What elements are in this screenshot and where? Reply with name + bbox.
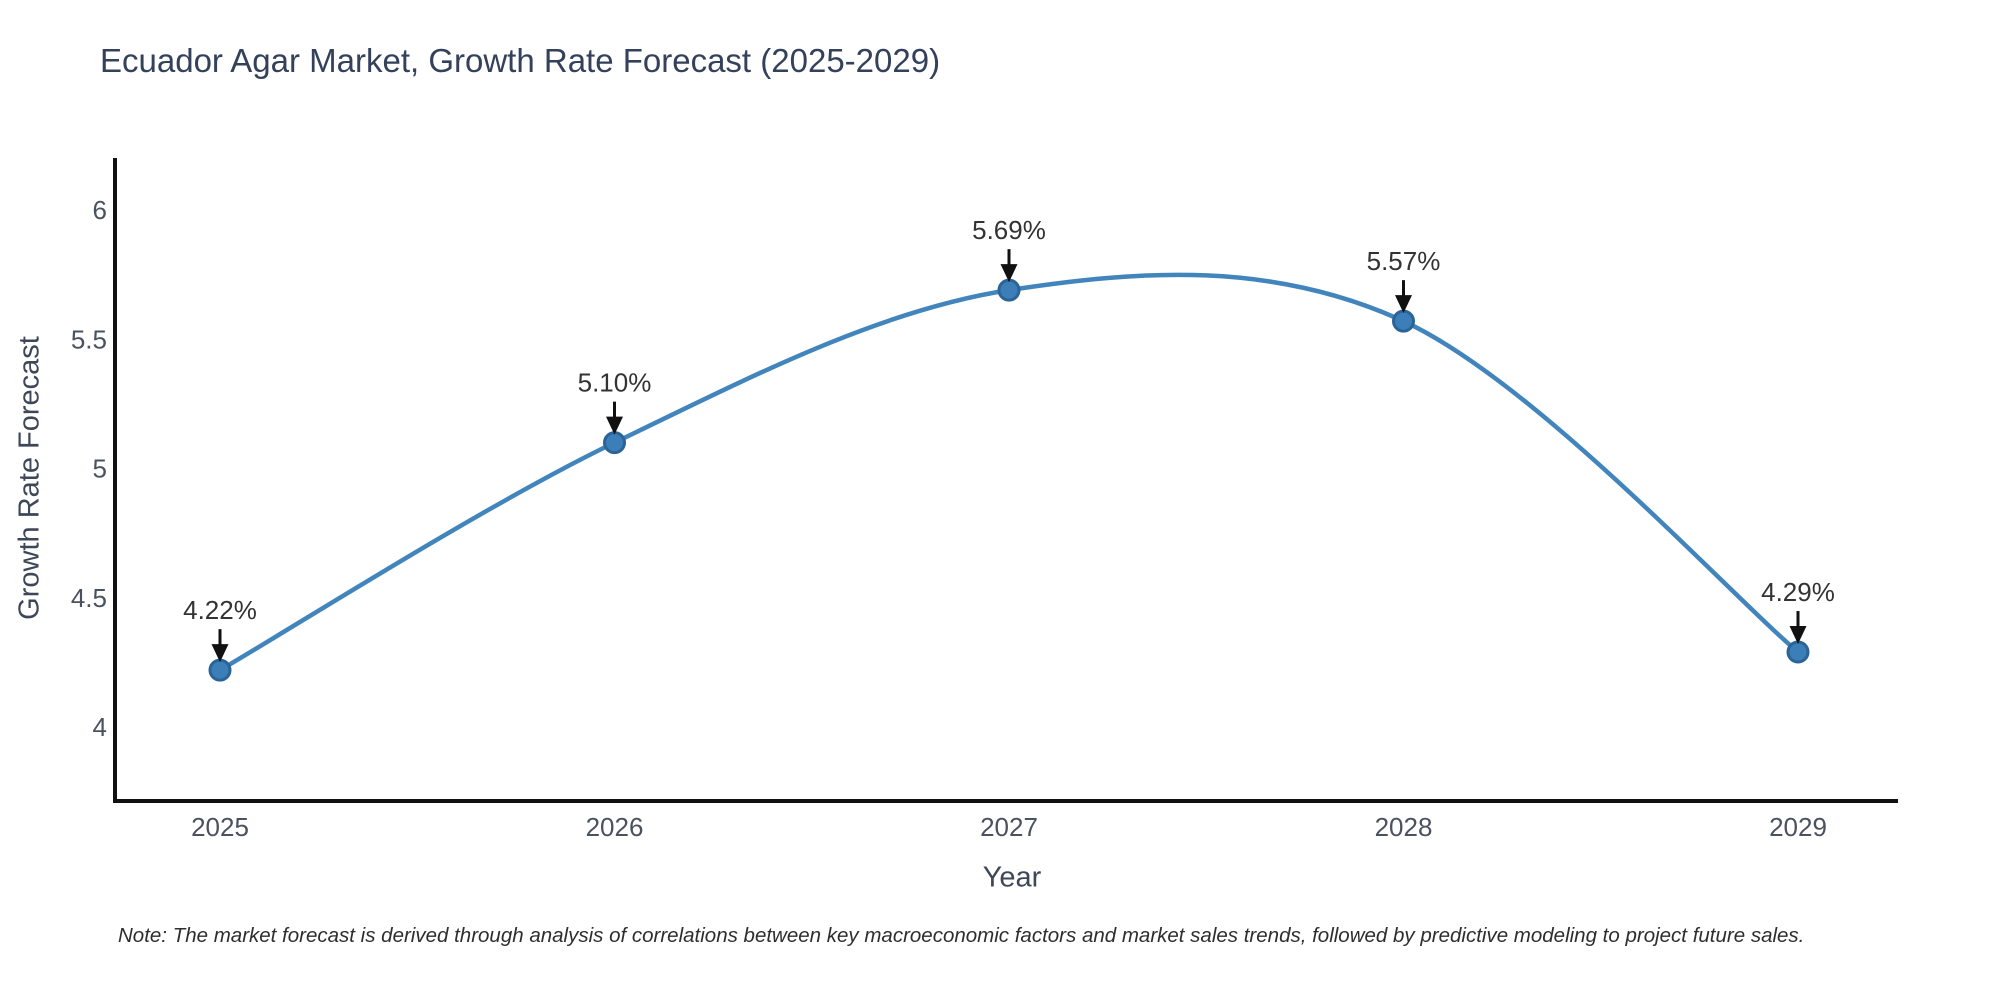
annotation-label: 4.29% <box>1761 577 1835 607</box>
x-tick-label: 2027 <box>980 812 1038 842</box>
y-axis-label: Growth Rate Forecast <box>13 336 46 620</box>
x-axis-label: Year <box>982 861 1042 894</box>
y-tick-label: 5.5 <box>71 324 107 354</box>
chart-title: Ecuador Agar Market, Growth Rate Forecas… <box>100 42 941 79</box>
y-tick-label: 6 <box>93 195 107 225</box>
annotation-arrow-head <box>606 416 623 435</box>
axis-spines <box>113 158 1898 803</box>
annotation-arrow-head <box>1789 626 1807 645</box>
annotation-label: 5.10% <box>578 368 652 398</box>
x-tick-label: 2029 <box>1769 812 1827 842</box>
y-tick-label: 4.5 <box>71 583 107 613</box>
trend-line <box>217 272 1801 673</box>
annotation-arrow-head <box>1395 295 1412 314</box>
x-tick-label: 2025 <box>191 812 249 842</box>
data-point-marker <box>997 278 1021 302</box>
annotation-arrow-head <box>1000 264 1018 283</box>
data-point-marker <box>1392 309 1415 333</box>
y-tick-label: 4 <box>93 712 107 742</box>
data-point-marker <box>1786 640 1810 664</box>
data-point-marker <box>208 658 232 682</box>
annotation-arrow-head <box>211 644 229 663</box>
annotation-label: 5.57% <box>1367 246 1441 276</box>
x-tick-label: 2026 <box>586 812 644 842</box>
x-tick-label: 2028 <box>1375 812 1433 842</box>
data-point-marker <box>603 431 626 455</box>
annotation-label: 4.22% <box>183 595 257 625</box>
note-text: Note: The market forecast is derived thr… <box>118 924 1805 947</box>
y-tick-label: 5 <box>93 454 107 484</box>
annotation-label: 5.69% <box>972 215 1046 245</box>
